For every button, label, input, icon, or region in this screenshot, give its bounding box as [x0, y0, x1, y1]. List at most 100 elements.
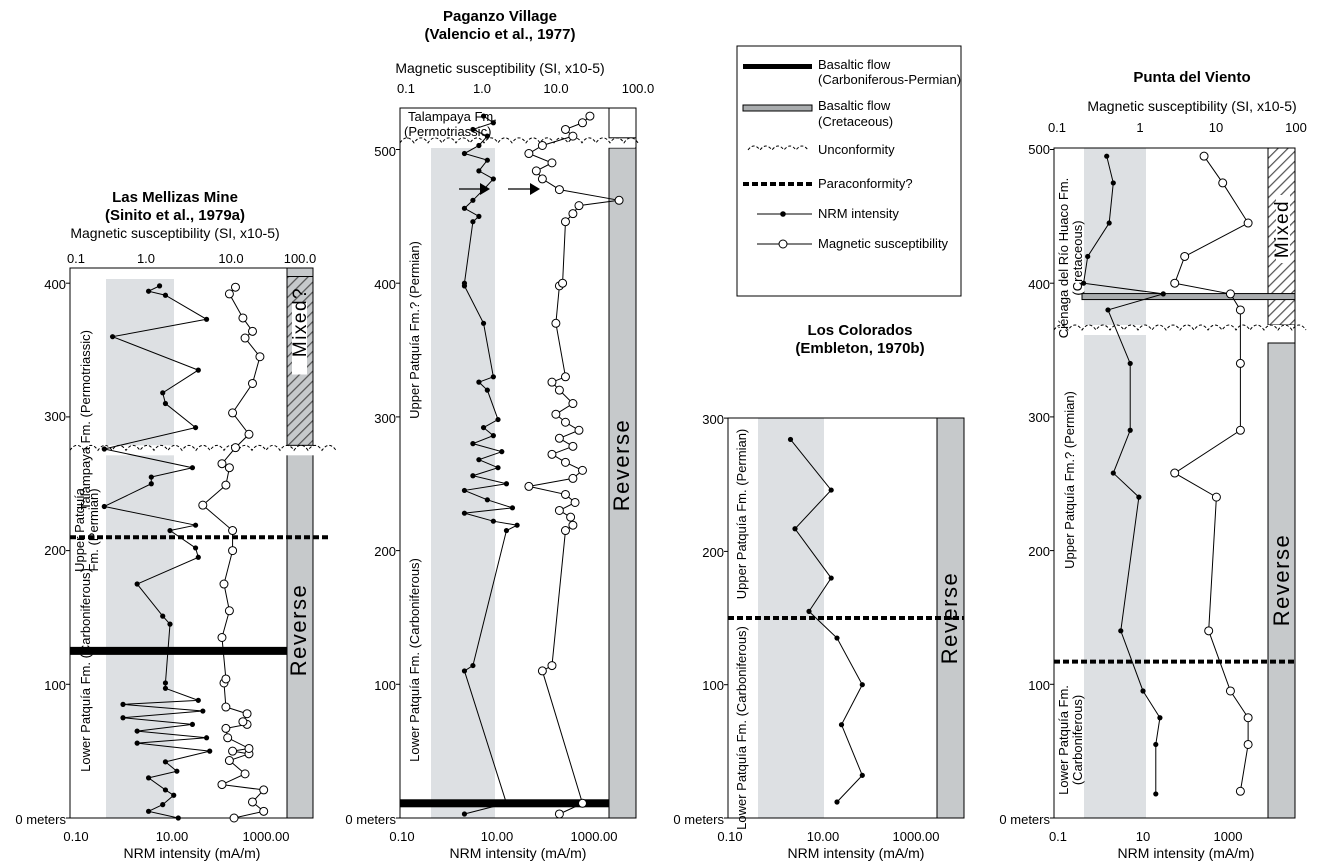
nrm-point [1085, 253, 1091, 260]
panel-paganzo: Paganzo Village (Valencio et al., 1977) … [345, 8, 654, 861]
ms-point [219, 579, 229, 589]
nrm-point [1153, 741, 1159, 748]
nrm-point [192, 424, 199, 431]
nrm-point [490, 120, 496, 126]
panel1-top-tick: 100.0 [284, 251, 317, 266]
ms-point [1235, 786, 1245, 796]
panel2-title: Paganzo Village [443, 8, 557, 25]
nrm-point [859, 682, 865, 688]
nrm-point [484, 497, 490, 503]
panel4-y-tick: 400 [1028, 277, 1050, 292]
nrm-point [189, 465, 196, 471]
nrm-point [470, 662, 476, 669]
panel4-y-tick: 0 meters [999, 812, 1050, 827]
ms-point [230, 282, 240, 292]
panel2-bottom-axis-label: NRM intensity (mA/m) [450, 845, 587, 861]
panel1-bottom-axis-label: NRM intensity (mA/m) [124, 845, 261, 861]
nrm-point [503, 800, 510, 806]
nrm-point [1127, 360, 1133, 367]
panel4-bottom-tick: 0.1 [1049, 829, 1067, 844]
nrm-point [490, 518, 496, 524]
panel2-shaded-band [431, 148, 495, 818]
ms-point [259, 785, 269, 795]
panel3-bottom-axis-label: NRM intensity (mA/m) [788, 845, 925, 861]
ms-point [554, 385, 564, 395]
nrm-point [145, 775, 152, 781]
ms-point [230, 443, 240, 453]
panel2-subtitle: (Valencio et al., 1977) [425, 26, 576, 43]
nrm-point [160, 613, 166, 619]
basalt-flow-cretaceous [1081, 293, 1296, 301]
ms-point [217, 459, 227, 469]
nrm-point [495, 465, 501, 471]
ms-point [221, 674, 231, 684]
nrm-point [834, 635, 840, 641]
panel4-top-tick: 100 [1285, 120, 1307, 135]
nrm-point [1080, 280, 1087, 286]
ms-point [524, 149, 534, 159]
ms-point [574, 201, 584, 211]
nrm-point [195, 367, 201, 373]
nrm-line [462, 115, 519, 815]
panel4-frame [1053, 147, 1296, 819]
ms-point [217, 780, 227, 790]
ms-point [1243, 739, 1253, 749]
ms-point [547, 449, 557, 459]
nrm-point [189, 721, 196, 728]
ms-point [560, 489, 570, 499]
ms-point [560, 417, 570, 427]
nrm-point [1127, 427, 1133, 433]
nrm-point [162, 680, 169, 686]
nrm-point [192, 522, 199, 528]
ms-point [1235, 305, 1245, 315]
panel4-y-tick: 500 [1028, 142, 1050, 157]
panel3-y-tick: 100 [702, 678, 724, 693]
ms-point [551, 409, 561, 419]
panel2-arrow-left [459, 183, 490, 195]
panel4-top-tick: 10 [1209, 120, 1223, 135]
ms-point [259, 806, 269, 816]
ms-point [1225, 686, 1235, 696]
ms-point [228, 546, 238, 556]
ms-point [560, 124, 570, 134]
nrm-point [162, 685, 169, 691]
ms-point [224, 756, 234, 766]
ms-line [527, 115, 620, 815]
panel1-shaded-band [106, 279, 174, 818]
nrm-point [162, 787, 169, 793]
nrm-point [476, 457, 482, 463]
panel1-frame [69, 267, 314, 819]
unconformity-line [1053, 324, 1307, 331]
panel2-y-tick: 500 [374, 144, 396, 159]
nrm-point [470, 473, 476, 479]
panel4-formation-lower-1: Lower Patquía Fm. [1056, 685, 1071, 795]
nrm-point [490, 374, 496, 380]
nrm-point [174, 768, 180, 774]
ms-point [1243, 218, 1253, 228]
mixed-zone-box [608, 107, 637, 139]
ms-point [537, 140, 547, 150]
panel4-title: Punta del Viento [1133, 69, 1250, 86]
panel1-top-tick: 10.0 [218, 251, 243, 266]
ms-point [240, 769, 250, 779]
ms-point [568, 441, 578, 451]
panel1-formation-upper-2: Fm. (Permian) [86, 488, 101, 571]
panel-las-mellizas: Las Mellizas Mine (Sinito et al., 1979a)… [15, 189, 337, 861]
nrm-point [134, 728, 140, 734]
nrm-point [1104, 153, 1110, 159]
ms-point [242, 709, 252, 719]
nrm-line [1083, 156, 1164, 794]
panel4-polarity-mixed: Mixed [1272, 200, 1293, 258]
ms-point [577, 118, 587, 128]
ms-point [566, 512, 576, 522]
nrm-point [838, 722, 845, 728]
nrm-point [792, 526, 798, 532]
ms-point [228, 746, 238, 756]
ms-point [224, 606, 234, 616]
ms-point [247, 326, 257, 336]
nrm-point [461, 205, 468, 211]
nrm-point [109, 334, 116, 340]
unconformity-gap [401, 137, 635, 148]
panel1-y-tick: 400 [44, 277, 66, 292]
